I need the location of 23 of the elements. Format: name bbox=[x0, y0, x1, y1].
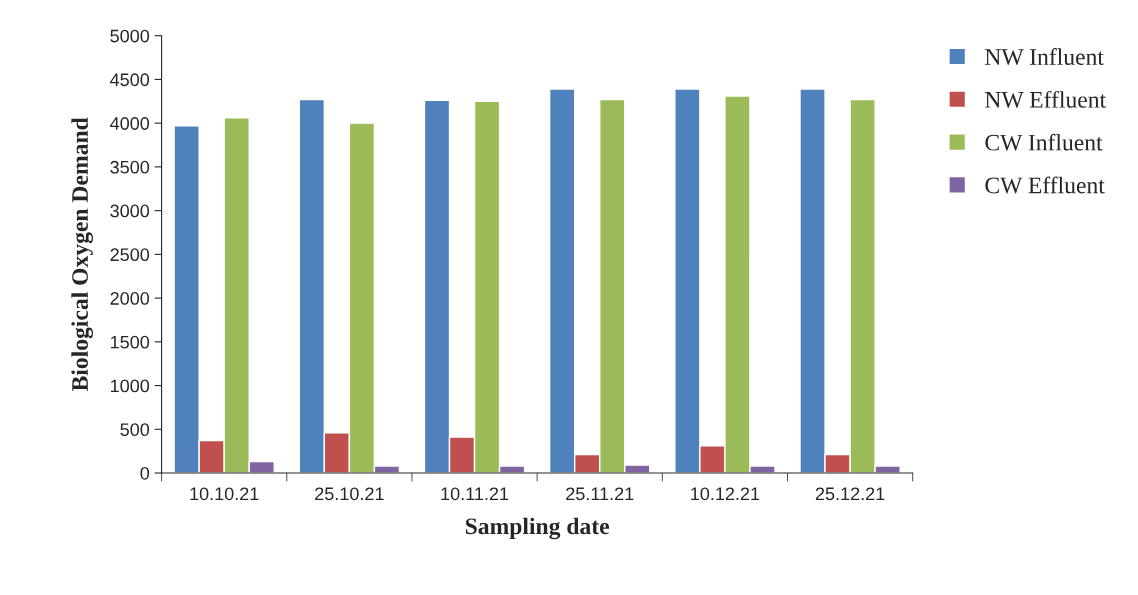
y-tick-label: 2000 bbox=[110, 292, 150, 305]
x-axis-title: Sampling date bbox=[465, 517, 610, 540]
x-tick-label: 25.12.21 bbox=[815, 487, 885, 501]
y-tick-label: 4500 bbox=[110, 73, 150, 87]
x-tick-label: 25.11.21 bbox=[566, 487, 634, 501]
x-tick-label: 25.10.21 bbox=[315, 487, 384, 501]
y-tick-label: 3500 bbox=[110, 160, 150, 174]
x-tick-label: 10.11.21 bbox=[441, 487, 509, 501]
legend-label: CW Influent bbox=[985, 133, 1103, 151]
y-tick-label: 2500 bbox=[110, 248, 150, 262]
y-tick-label: 1500 bbox=[111, 335, 150, 349]
legend-label: CW Effluent bbox=[985, 176, 1105, 194]
y-tick-label: 1000 bbox=[111, 379, 150, 393]
x-tick-label: 10.10.21 bbox=[190, 487, 259, 501]
legend-label: NW Influent bbox=[985, 48, 1104, 66]
y-tick-label: 5000 bbox=[110, 29, 150, 43]
legend-label: NW Effluent bbox=[985, 90, 1106, 108]
y-axis-title: Biological Oxygen Demand bbox=[71, 117, 93, 392]
y-tick-label: 4000 bbox=[110, 117, 150, 130]
y-tick-label: 500 bbox=[120, 423, 150, 437]
y-tick-label: 3000 bbox=[110, 204, 150, 218]
x-tick-label: 10.12.21 bbox=[691, 487, 760, 501]
y-tick-label: 0 bbox=[140, 466, 150, 480]
